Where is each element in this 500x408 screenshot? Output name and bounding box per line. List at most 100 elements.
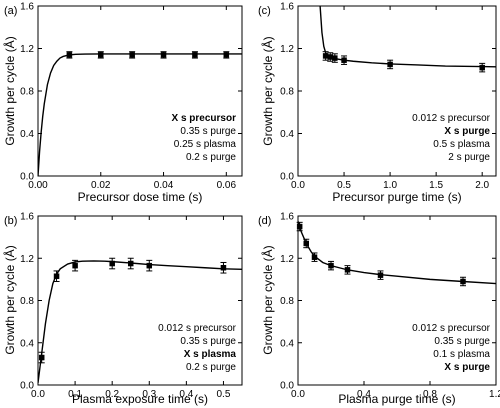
data-point [303, 240, 309, 247]
x-tick-label: 0.2 [105, 389, 119, 400]
x-tick-label: 0.0 [291, 389, 305, 400]
y-tick-label: 1.2 [20, 44, 34, 55]
condition-note: 0.2 s purge [186, 362, 236, 373]
y-tick-label: 0.8 [280, 296, 294, 307]
x-tick-label: 0.3 [142, 389, 156, 400]
plot-frame [37, 5, 243, 177]
data-point [344, 267, 351, 273]
panel-d: 0.0 0.4 0.8 1.2 0.0 0.4 0.8 1.2 1.6 Plasma purge … [258, 212, 500, 407]
x-tick-label: 0.0 [291, 180, 305, 191]
data-point [296, 223, 303, 230]
x-tick-label: 0.8 [423, 389, 437, 400]
data-point [38, 354, 45, 361]
condition-note: 0.35 s purge [434, 336, 490, 347]
y-tick-label: 1.2 [280, 254, 294, 265]
y-tick-label: 0.0 [280, 172, 294, 183]
data-point [53, 273, 60, 279]
panel-b: 0.0 0.1 0.2 0.3 0.4 0.5 0.0 0.4 0.8 1.2 1.6 Plasma … [2, 212, 243, 406]
y-axis-label: Growth per cycle (Å) [2, 36, 17, 145]
panel-label: (c) [258, 5, 271, 17]
data-point [109, 260, 115, 267]
y-tick-label: 1.2 [20, 254, 34, 265]
x-tick-label: 1.5 [429, 180, 443, 191]
x-tick-label: 0.4 [357, 389, 371, 400]
y-tick-label: 0.4 [20, 129, 34, 140]
condition-note: 0.25 s plasma [174, 139, 237, 150]
data-point [387, 61, 393, 68]
x-axis-label: Precursor dose time (s) [78, 190, 203, 204]
condition-note: 0.35 s purge [180, 126, 236, 137]
data-point [223, 52, 230, 58]
y-tick-label: 0.4 [280, 338, 294, 349]
y-tick-label: 1.6 [20, 212, 34, 223]
data-point [146, 262, 153, 269]
x-tick-label: 0.4 [179, 389, 193, 400]
data-point [66, 52, 73, 58]
condition-note: X s plasma [184, 349, 237, 360]
y-tick-label: 0.8 [20, 87, 34, 98]
x-tick-label: 0.04 [154, 180, 174, 191]
x-axis-label: Plasma exposure time (s) [72, 392, 208, 406]
data-point [328, 262, 334, 269]
y-tick-label: 0.0 [20, 381, 34, 392]
x-tick-label: 0.00 [28, 180, 48, 191]
y-tick-label: 0.8 [20, 296, 34, 307]
x-tick-label: 1.2 [489, 389, 500, 400]
data-point [192, 52, 198, 58]
y-axis-label: Growth per cycle (Å) [2, 245, 17, 354]
fit-curve [319, 6, 496, 68]
panel-a: 0.00 0.02 0.04 0.06 0.0 0.4 0.8 1.2 1.6 Precursor… [2, 2, 243, 204]
condition-note: 2 s purge [448, 152, 490, 163]
data-point [127, 260, 134, 267]
panel-label: (b) [4, 215, 17, 227]
data-point [98, 52, 104, 58]
condition-note: 0.2 s purge [186, 152, 236, 163]
x-axis-label: Plasma purge time (s) [338, 392, 455, 406]
x-tick-label: 0.5 [337, 180, 351, 191]
y-tick-label: 0.4 [20, 338, 34, 349]
y-tick-label: 1.6 [280, 2, 294, 13]
data-point [460, 278, 466, 285]
y-tick-label: 1.6 [20, 2, 34, 13]
y-tick-label: 0.4 [280, 129, 294, 140]
x-tick-label: 0.02 [91, 180, 111, 191]
panel-c: 0.0 0.5 1.0 1.5 2.0 0.0 0.4 0.8 1.2 1.6 Precursor … [258, 2, 497, 204]
condition-note: 0.012 s precursor [412, 323, 490, 334]
data-point [220, 265, 227, 271]
condition-note: 0.012 s precursor [412, 113, 490, 124]
y-tick-label: 0.8 [280, 87, 294, 98]
data-point [327, 54, 333, 60]
x-tick-label: 0.06 [217, 180, 237, 191]
data-point [377, 272, 384, 278]
panel-label: (d) [258, 215, 271, 227]
condition-note: 0.5 s plasma [433, 139, 490, 150]
data-point [311, 254, 318, 260]
y-tick-label: 0.0 [20, 172, 34, 183]
x-tick-label: 1.0 [383, 180, 397, 191]
fit-curve [298, 221, 496, 285]
x-tick-label: 0.0 [31, 389, 45, 400]
data-point [72, 262, 78, 269]
y-tick-label: 1.6 [280, 212, 294, 223]
data-point [341, 57, 347, 63]
condition-note: 0.012 s precursor [158, 323, 236, 334]
x-tick-label: 0.1 [68, 389, 82, 400]
data-point [322, 53, 329, 59]
data-point [160, 52, 167, 58]
data-point [332, 55, 338, 61]
x-tick-label: 2.0 [475, 180, 489, 191]
data-point [479, 64, 485, 71]
condition-note: 0.1 s plasma [433, 349, 490, 360]
panel-label: (a) [4, 5, 17, 17]
plot-frame [297, 5, 497, 177]
condition-note: X s precursor [172, 113, 237, 124]
x-axis-label: Precursor purge time (s) [332, 190, 461, 204]
data-point [129, 52, 135, 58]
y-axis-label: Growth per cycle (Å) [260, 36, 275, 145]
y-tick-label: 0.0 [280, 381, 294, 392]
condition-note: X s purge [444, 362, 490, 373]
condition-note: X s purge [444, 126, 490, 137]
y-axis-label: Growth per cycle (Å) [260, 245, 275, 354]
condition-note: 0.35 s purge [180, 336, 236, 347]
